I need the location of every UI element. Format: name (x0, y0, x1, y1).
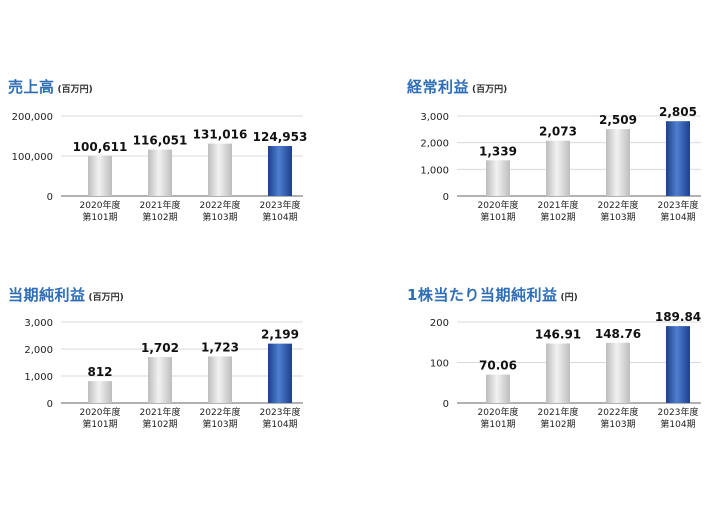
x-tick-label: 2022年度 (200, 406, 241, 418)
bar (88, 155, 112, 196)
data-label: 146.91 (535, 328, 581, 342)
data-label: 1,702 (141, 341, 179, 355)
x-tick-label: 第101期 (480, 211, 515, 223)
x-tick-label: 2022年度 (598, 199, 639, 211)
bar (666, 326, 690, 403)
x-tick-label: 第104期 (660, 418, 695, 430)
panel-net-income: 当期純利益 (百万円) 0 1,000 2,000 3,000 812 2020年度 第101… (8, 284, 348, 464)
chart-title: 経常利益 (407, 78, 470, 96)
x-tick-label: 第102期 (142, 418, 177, 430)
panel-eps: 1株当たり当期純利益 (円) 0 100 200 70.06 2020年度 第101期 146… (407, 284, 720, 464)
y-tick-label: 100,000 (12, 152, 53, 163)
data-label: 148.76 (595, 327, 641, 341)
panel-title: 売上高 (百万円) (8, 76, 93, 97)
x-tick-label: 第104期 (262, 418, 297, 430)
chart-title: 売上高 (8, 78, 55, 96)
data-label: 70.06 (479, 359, 517, 373)
x-tick-label: 第103期 (202, 211, 237, 223)
chart-unit: (円) (560, 293, 578, 303)
chart-title: 当期純利益 (8, 286, 86, 304)
chart-unit: (百万円) (472, 85, 508, 95)
data-label: 2,509 (599, 113, 637, 127)
x-tick-label: 2022年度 (200, 199, 241, 211)
chart-unit: (百万円) (57, 85, 93, 95)
chart-unit: (百万円) (88, 293, 124, 303)
y-tick-label: 3,000 (24, 318, 53, 329)
data-label: 2,199 (261, 328, 299, 342)
bar (486, 374, 510, 403)
data-label: 100,611 (73, 140, 128, 154)
x-tick-label: 2021年度 (538, 199, 579, 211)
panel-title: 経常利益 (百万円) (407, 76, 507, 97)
x-tick-label: 第104期 (660, 211, 695, 223)
x-tick-label: 第101期 (82, 211, 117, 223)
data-label: 1,723 (201, 340, 239, 354)
x-tick-label: 2023年度 (260, 406, 301, 418)
data-label: 1,339 (479, 144, 517, 158)
x-tick-label: 第103期 (600, 211, 635, 223)
panel-net-sales: 売上高 (百万円) 0 100,000 200,000 100,611 2020年度 第10… (8, 76, 348, 256)
bar (208, 356, 232, 403)
y-tick-label: 1,000 (420, 165, 449, 176)
x-tick-label: 第103期 (600, 418, 635, 430)
data-label: 116,051 (133, 134, 188, 148)
x-tick-label: 2023年度 (658, 199, 699, 211)
bar (88, 381, 112, 403)
x-tick-label: 2022年度 (598, 406, 639, 418)
y-tick-label: 200,000 (12, 112, 53, 123)
chart-title: 1株当たり当期純利益 (407, 286, 558, 304)
y-tick-label: 0 (443, 399, 449, 410)
bar (268, 343, 292, 403)
data-label: 189.84 (655, 310, 701, 324)
panel-title: 1株当たり当期純利益 (円) (407, 284, 578, 305)
bar (486, 160, 510, 196)
y-tick-label: 100 (430, 359, 449, 370)
x-tick-label: 第102期 (540, 211, 575, 223)
bar (546, 140, 570, 196)
x-tick-label: 2023年度 (658, 406, 699, 418)
y-tick-label: 0 (47, 399, 53, 410)
bar (666, 121, 690, 196)
x-tick-label: 第101期 (480, 418, 515, 430)
x-tick-label: 2020年度 (478, 406, 519, 418)
bar (148, 149, 172, 196)
data-label: 131,016 (193, 128, 248, 142)
x-tick-label: 2020年度 (80, 199, 121, 211)
data-label: 124,953 (253, 130, 308, 144)
data-label: 812 (87, 365, 112, 379)
y-tick-label: 1,000 (24, 372, 53, 383)
bar (208, 143, 232, 196)
x-tick-label: 第103期 (202, 418, 237, 430)
data-label: 2,073 (539, 125, 577, 139)
x-tick-label: 2021年度 (140, 406, 181, 418)
panel-ordinary-profit: 経常利益 (百万円) 0 1,000 2,000 3,000 1,339 2020年度 第10… (407, 76, 720, 256)
bar (148, 357, 172, 403)
panel-title: 当期純利益 (百万円) (8, 284, 124, 305)
y-tick-label: 0 (443, 192, 449, 203)
y-tick-label: 2,000 (420, 139, 449, 150)
data-label: 2,805 (659, 105, 697, 119)
bar (546, 343, 570, 403)
x-tick-label: 2021年度 (140, 199, 181, 211)
x-tick-label: 2023年度 (260, 199, 301, 211)
x-tick-label: 2021年度 (538, 406, 579, 418)
bar (606, 129, 630, 196)
x-tick-label: 2020年度 (478, 199, 519, 211)
x-tick-label: 2020年度 (80, 406, 121, 418)
y-tick-label: 3,000 (420, 112, 449, 123)
x-tick-label: 第104期 (262, 211, 297, 223)
y-tick-label: 0 (47, 192, 53, 203)
y-tick-label: 200 (430, 318, 449, 329)
bar (268, 146, 292, 196)
x-tick-label: 第102期 (142, 211, 177, 223)
y-tick-label: 2,000 (24, 345, 53, 356)
bar (606, 342, 630, 403)
x-tick-label: 第101期 (82, 418, 117, 430)
x-tick-label: 第102期 (540, 418, 575, 430)
